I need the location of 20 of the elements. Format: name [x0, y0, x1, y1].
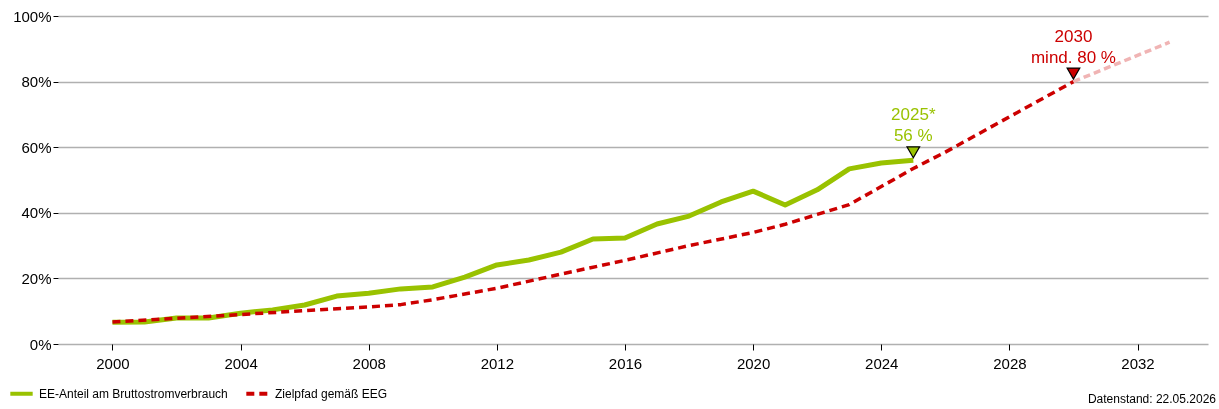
- x-tick-label: 2020: [736, 354, 771, 372]
- y-tick-label: 60%: [21, 138, 52, 156]
- x-tick-label: 2008: [352, 354, 386, 372]
- x-tick-label: 2000: [96, 354, 130, 372]
- x-tick-label: 2032: [1121, 354, 1155, 372]
- y-tick-label: 20%: [21, 269, 52, 287]
- text: Datenstand: 22.05.2026: [1087, 392, 1217, 406]
- y-tick-label: 100%: [13, 7, 52, 25]
- legend-label: Zielpfad gemäß EEG: [275, 386, 388, 401]
- legend-label: EE-Anteil am Bruttostromverbrauch: [39, 386, 228, 401]
- annotation: 2025* 56 %: [891, 105, 936, 146]
- x-tick-label: 2024: [865, 354, 899, 372]
- y-tick-label: 80%: [21, 73, 52, 91]
- x-tick-label: 2012: [480, 354, 515, 372]
- x-tick-label: 2004: [224, 354, 258, 372]
- x-tick-label: 2028: [993, 354, 1027, 372]
- x-tick-label: 2016: [608, 354, 643, 372]
- y-tick-label: 0%: [29, 335, 52, 353]
- y-tick-label: 40%: [21, 204, 52, 222]
- annotation: 2030 mind. 80 %: [1030, 26, 1116, 67]
